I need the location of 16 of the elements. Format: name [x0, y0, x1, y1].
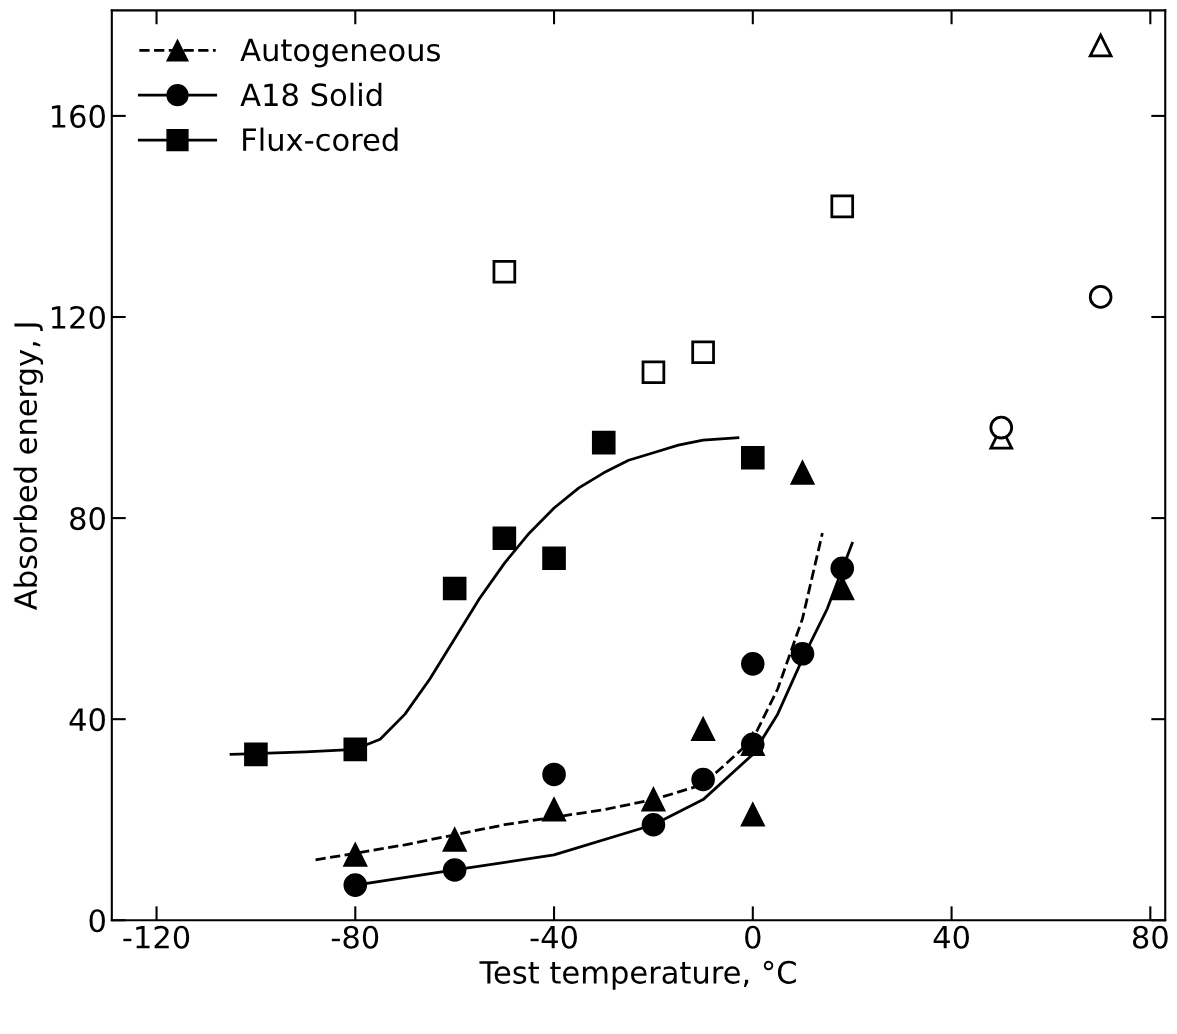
legend-label: Autogeneous [240, 38, 440, 68]
x-tick-label: -80 [331, 925, 379, 949]
y-tick-label: 0 [89, 909, 105, 933]
y-tick-label: 120 [51, 305, 105, 330]
y-axis-title: Absorbed energy, J [13, 323, 44, 610]
y-tick-label: 160 [51, 104, 105, 128]
x-tick-label: -40 [530, 925, 577, 949]
legend-label: Flux-cored [243, 127, 398, 152]
legend-label: A18 Solid [240, 82, 382, 107]
y-tick-label: 40 [69, 708, 105, 732]
x-tick-label: 80 [1132, 925, 1168, 949]
x-axis-title: Test temperature, °C [479, 960, 796, 990]
x-tick-label: -120 [123, 925, 190, 949]
x-tick-label: 40 [933, 925, 969, 949]
y-tick-label: 80 [70, 507, 105, 531]
x-tick-label: 0 [745, 925, 761, 949]
